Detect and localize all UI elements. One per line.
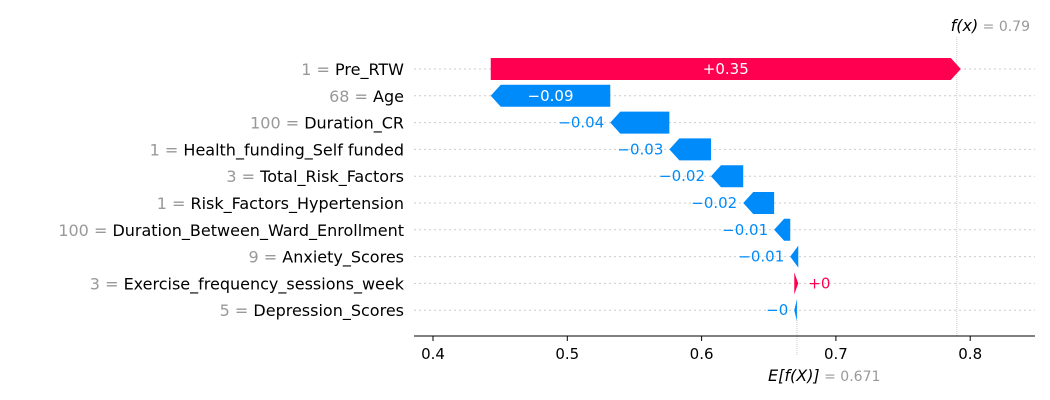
- feature-label: 3 = Exercise_frequency_sessions_week: [90, 274, 405, 294]
- feature-name: Age: [373, 87, 404, 106]
- shap-value-label: −0.02: [659, 167, 705, 185]
- feature-value: 9 =: [249, 248, 283, 267]
- feature-name: Exercise_frequency_sessions_week: [124, 274, 405, 294]
- x-tick-label: 0.7: [824, 345, 848, 363]
- feature-labels: 1 = Pre_RTW 68 = Age 100 = Duration_CR 1 = …: [58, 60, 404, 321]
- shap-bar: [774, 218, 791, 241]
- feature-label: 100 = Duration_Between_Ward_Enrollment: [58, 221, 404, 241]
- feature-label: 1 = Pre_RTW: [301, 60, 404, 80]
- feature-value: 3 =: [90, 274, 124, 293]
- feature-value: 3 =: [226, 167, 260, 186]
- feature-label: 3 = Total_Risk_Factors: [226, 167, 404, 187]
- feature-value: 100 =: [58, 221, 112, 240]
- shap-bar: [610, 111, 670, 134]
- x-tick-label: 0.4: [421, 345, 445, 363]
- feature-value: 1 =: [301, 60, 335, 79]
- feature-label: 100 = Duration_CR: [250, 114, 404, 134]
- feature-label: 9 = Anxiety_Scores: [249, 248, 405, 268]
- feature-name: Anxiety_Scores: [282, 248, 404, 268]
- shap-value-label: −0: [766, 301, 788, 319]
- shap-value-label: −0.02: [691, 194, 737, 212]
- feature-value: 68 =: [329, 87, 373, 106]
- shap-value-label: −0.09: [528, 87, 574, 105]
- feature-name: Risk_Factors_Hypertension: [190, 194, 404, 214]
- ex-math: E[f(X)]: [768, 366, 820, 385]
- feature-name: Depression_Scores: [253, 301, 404, 321]
- shap-bar: [711, 165, 744, 188]
- x-tick-label: 0.6: [690, 345, 714, 363]
- shap-bar: [794, 272, 799, 295]
- fx-math: f(x): [951, 16, 979, 35]
- shap-value-label: −0.01: [738, 248, 784, 266]
- shap-value-label: −0.03: [617, 140, 663, 158]
- shap-value-label: +0: [808, 274, 830, 292]
- feature-name: Duration_Between_Ward_Enrollment: [112, 221, 404, 241]
- shap-bar: [669, 138, 712, 161]
- shap-value-label: +0.35: [703, 60, 749, 78]
- feature-value: 100 =: [250, 114, 304, 133]
- feature-name: Duration_CR: [304, 114, 404, 134]
- feature-label: 1 = Risk_Factors_Hypertension: [157, 194, 404, 214]
- feature-label: 1 = Health_funding_Self funded: [150, 140, 404, 160]
- shap-value-label: −0.01: [722, 221, 768, 239]
- shap-bar: [790, 245, 799, 268]
- feature-value: 5 =: [220, 301, 254, 320]
- shap-bar: [794, 299, 797, 322]
- feature-value: 1 =: [157, 194, 191, 213]
- feature-label: 5 = Depression_Scores: [220, 301, 404, 321]
- shap-value-label: −0.04: [558, 114, 604, 132]
- bars-layer: +0.35 −0.09 −0.04 −0.03 −0.02 −0.02 −0.01 −0.01…: [490, 58, 961, 322]
- x-axis: 0.4 0.5 0.6 0.7 0.8: [414, 335, 1035, 363]
- shap-bar: [743, 192, 775, 214]
- shap-bar: [490, 58, 961, 80]
- feature-value: 1 =: [150, 140, 184, 159]
- ex-label-text: E[f(X)] = 0.671: [768, 366, 880, 385]
- x-tick-label: 0.8: [958, 345, 982, 363]
- fx-label-text: f(x) = 0.79: [951, 16, 1030, 35]
- ex-value: = 0.671: [820, 369, 881, 385]
- ex-label: E[f(X)] = 0.671: [768, 366, 880, 385]
- feature-name: Pre_RTW: [335, 60, 404, 80]
- feature-name: Health_funding_Self funded: [183, 140, 404, 160]
- x-tick-label: 0.5: [555, 345, 579, 363]
- fx-label: f(x) = 0.79: [951, 16, 1030, 35]
- feature-label: 68 = Age: [329, 87, 404, 106]
- fx-value: = 0.79: [978, 19, 1030, 35]
- feature-name: Total_Risk_Factors: [259, 167, 404, 187]
- shap-bar: [490, 84, 611, 107]
